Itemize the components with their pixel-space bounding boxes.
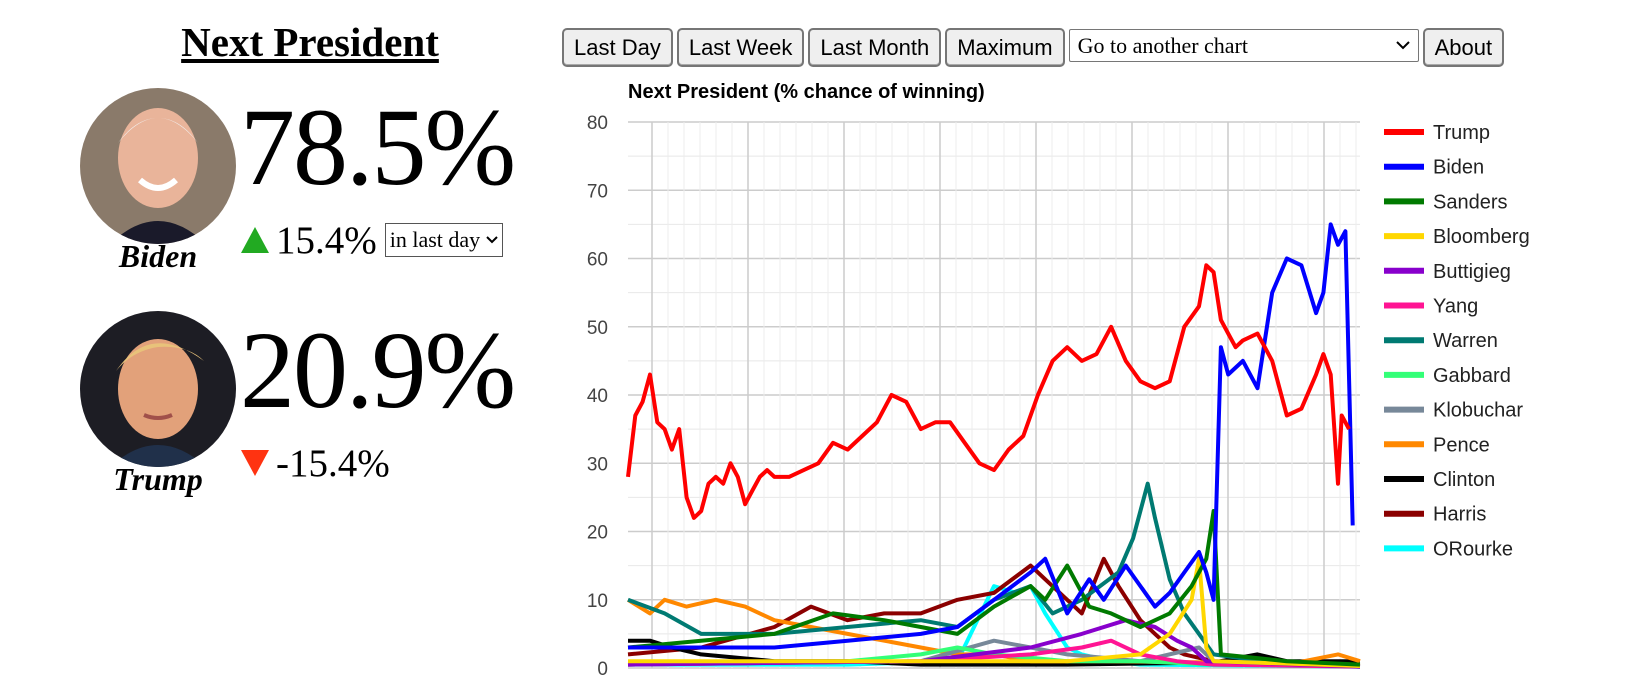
y-tick-label: 70 xyxy=(587,181,608,202)
series-line-trump xyxy=(626,263,1351,520)
series-line-sanders xyxy=(627,509,1361,667)
legend-label: ORourke xyxy=(1433,538,1513,560)
series-line-harris xyxy=(627,556,1361,668)
legend-label: Yang xyxy=(1433,296,1478,318)
series-lines xyxy=(626,222,1361,669)
last-month-button[interactable]: Last Month xyxy=(808,28,942,67)
triangle-down-icon xyxy=(241,450,269,476)
y-tick-label: 30 xyxy=(587,454,608,475)
toolbar: Last Day Last Week Last Month Maximum Go… xyxy=(562,28,1505,67)
legend-label: Buttigieg xyxy=(1433,261,1511,283)
candidate-biden: Biden 78.5% 15.4% in last day xyxy=(80,88,560,288)
chart-select-value: Go to another chart xyxy=(1077,32,1248,58)
y-tick-label: 80 xyxy=(587,113,608,134)
series-line-buttigieg xyxy=(627,618,1361,669)
period-select[interactable]: in last day xyxy=(384,223,504,257)
y-tick-label: 0 xyxy=(597,659,608,680)
maximum-button[interactable]: Maximum xyxy=(945,28,1065,67)
win-percentage: 78.5% xyxy=(240,86,516,208)
about-button[interactable]: About xyxy=(1422,28,1505,67)
change-row: 15.4% in last day xyxy=(240,218,504,262)
y-tick-label: 10 xyxy=(587,591,608,612)
legend-label: Klobuchar xyxy=(1433,400,1523,422)
legend-label: Clinton xyxy=(1433,469,1495,491)
y-axis: 0 10 20 30 40 50 60 70 80 xyxy=(587,113,608,680)
change-value: -15.4% xyxy=(276,441,390,485)
legend-label: Pence xyxy=(1433,434,1490,456)
chevron-down-icon xyxy=(1395,41,1410,50)
page-title: Next President xyxy=(181,19,439,65)
series-line-bloomberg xyxy=(628,556,1361,668)
legend-label: Biden xyxy=(1433,157,1484,179)
series-line-biden xyxy=(628,222,1355,650)
series-line-yang xyxy=(627,638,1361,669)
candidate-name: Trump xyxy=(113,461,203,497)
legend: Trump Biden Sanders Bloomberg Buttigieg Yang W… xyxy=(1384,122,1530,560)
series-line-klobuchar xyxy=(627,638,1361,669)
y-tick-label: 60 xyxy=(587,250,608,271)
win-percentage: 20.9% xyxy=(240,309,516,431)
avatar xyxy=(80,88,236,244)
chart-title: Next President (% chance of winning) xyxy=(628,81,985,103)
legend-label: Trump xyxy=(1433,122,1490,144)
series-line-warren xyxy=(627,481,1361,669)
avatar xyxy=(80,311,236,467)
y-tick-label: 20 xyxy=(587,523,608,544)
legend-label: Warren xyxy=(1433,330,1498,352)
legend-label: Harris xyxy=(1433,504,1486,526)
line-chart: Next President (% chance of winning) 0 10… xyxy=(587,81,1530,680)
candidate-name: Biden xyxy=(118,238,198,274)
last-day-button[interactable]: Last Day xyxy=(562,28,673,67)
last-week-button[interactable]: Last Week xyxy=(676,28,805,67)
legend-label: Sanders xyxy=(1433,191,1508,213)
change-value: 15.4% xyxy=(276,218,377,262)
y-tick-label: 50 xyxy=(587,318,608,339)
legend-label: Bloomberg xyxy=(1433,226,1530,248)
y-tick-label: 40 xyxy=(587,386,608,407)
chevron-down-icon xyxy=(486,236,498,244)
candidate-trump: Trump 20.9% -15.4% xyxy=(80,311,560,511)
period-select-value: in last day xyxy=(389,227,481,252)
change-row: -15.4% xyxy=(240,443,390,483)
chart-select[interactable]: Go to another chart xyxy=(1068,29,1419,62)
legend-label: Gabbard xyxy=(1433,365,1511,387)
triangle-up-icon xyxy=(241,227,269,253)
